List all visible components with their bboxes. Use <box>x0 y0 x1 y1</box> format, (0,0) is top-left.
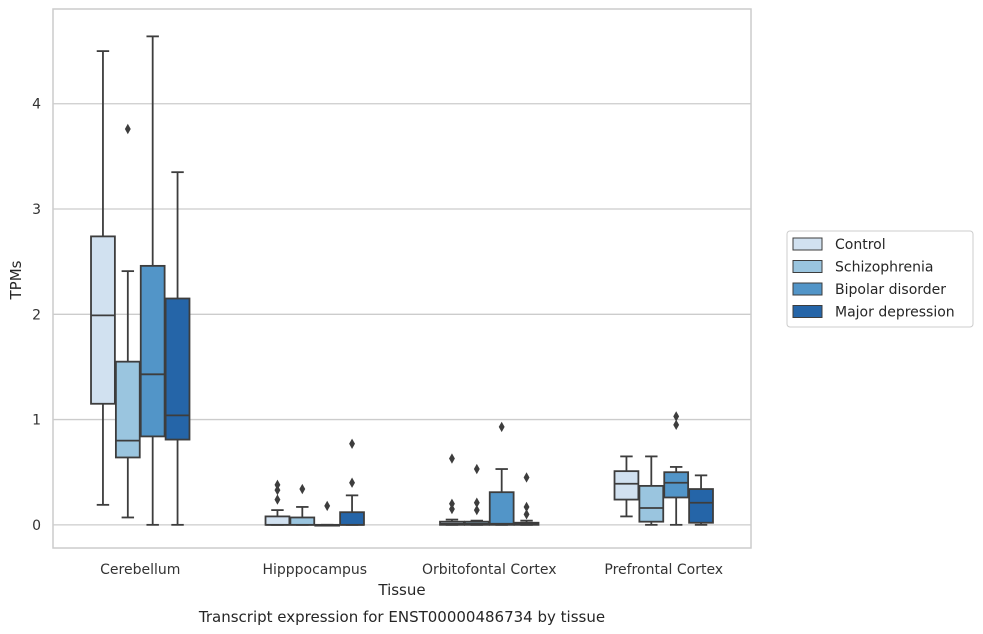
outlier-point <box>498 421 505 433</box>
outlier-point <box>673 411 680 422</box>
outlier-point <box>449 503 455 515</box>
outlier-point <box>449 453 455 464</box>
x-tick-label: Orbitofontal Cortex <box>422 562 557 578</box>
y-tick-label: 3 <box>32 202 41 218</box>
outlier-point <box>473 504 480 516</box>
y-tick-label: 4 <box>32 97 41 113</box>
y-tick-label: 2 <box>32 307 41 323</box>
plot-frame <box>52 8 752 549</box>
y-axis-label: TPMs <box>7 260 25 300</box>
outlier-point <box>523 501 530 513</box>
box <box>638 484 665 523</box>
box <box>289 516 316 526</box>
x-axis-label: Tissue <box>377 581 425 599</box>
legend-swatch <box>792 237 823 251</box>
outlier-point <box>124 123 131 135</box>
x-tick-label: Hipppocampus <box>262 562 367 578</box>
x-tick-labels: Cerebellum Hipppocampus Orbitofontal Corte… <box>100 562 723 578</box>
outlier-point <box>299 483 306 495</box>
outlier-point <box>673 419 680 431</box>
legend-swatch <box>792 305 823 318</box>
outlier-point <box>274 484 281 496</box>
y-tick-label: 1 <box>32 413 41 429</box>
outlier-point <box>449 498 455 509</box>
box <box>488 491 515 526</box>
legend-label: Schizophrenia <box>835 260 933 276</box>
legend-label: Control <box>835 237 886 253</box>
outlier-point <box>324 500 331 512</box>
x-tick-label: Prefrontal Cortex <box>604 562 723 578</box>
outlier-point <box>473 463 480 475</box>
legend-label: Bipolar disorder <box>835 282 946 298</box>
outlier-point <box>523 509 530 520</box>
chart-title: Transcript expression for ENST0000048673… <box>198 608 605 626</box>
x-tick-label: Cerebellum <box>100 562 180 578</box>
outlier-point <box>274 479 281 491</box>
legend-swatch <box>792 260 823 273</box>
outlier-point <box>349 477 355 488</box>
outlier-point <box>523 472 530 483</box>
y-tick-label: 0 <box>32 518 41 534</box>
box <box>114 360 141 459</box>
y-tick-labels: 0 1 2 3 4 <box>32 97 41 534</box>
legend-frame <box>786 230 974 328</box>
box <box>164 297 191 441</box>
box <box>339 511 365 526</box>
legend: Control Schizophrenia Bipolar disorder Majo… <box>786 230 974 328</box>
outlier-point <box>473 497 480 508</box>
boxes <box>90 35 714 527</box>
box <box>613 470 640 501</box>
box <box>90 235 116 405</box>
box <box>139 264 166 438</box>
outlier-point <box>349 438 355 449</box>
box <box>264 515 291 526</box>
outlier-point <box>274 494 281 505</box>
box <box>688 488 714 524</box>
legend-label: Major depression <box>835 305 955 321</box>
box <box>663 471 690 499</box>
legend-swatch <box>792 282 823 296</box>
